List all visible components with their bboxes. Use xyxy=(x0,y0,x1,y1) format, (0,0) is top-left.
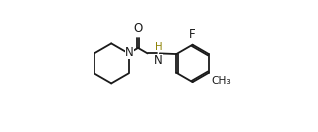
Text: F: F xyxy=(189,28,196,41)
Text: N: N xyxy=(154,54,163,67)
Text: CH₃: CH₃ xyxy=(211,76,231,86)
Text: N: N xyxy=(125,46,134,59)
Text: H: H xyxy=(155,42,162,52)
Text: O: O xyxy=(134,22,143,35)
